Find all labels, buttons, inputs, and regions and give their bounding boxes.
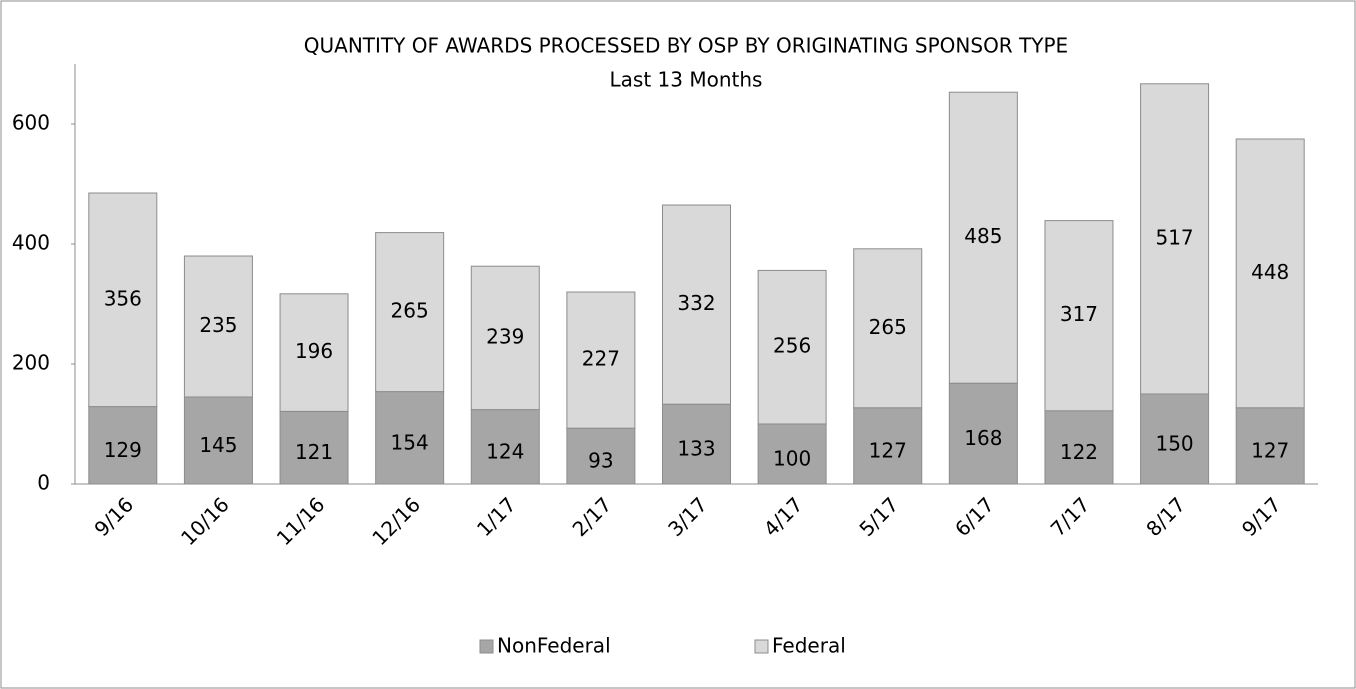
bar-segment (1235, 138, 1305, 409)
y-tick-label: 0 (37, 471, 50, 495)
data-label: 356 (104, 286, 142, 310)
bar-segment (1044, 220, 1114, 412)
data-label: 256 (773, 334, 811, 358)
bar-segment (375, 232, 445, 393)
data-label: 154 (391, 430, 429, 454)
y-tick-label: 200 (12, 351, 50, 375)
data-label: 485 (964, 224, 1002, 248)
data-label: 127 (1251, 438, 1289, 462)
chart-subtitle: Last 13 Months (610, 68, 763, 92)
bar-segment (183, 396, 253, 485)
data-label: 129 (104, 438, 142, 462)
bar-segment (279, 293, 349, 412)
data-label: 265 (391, 299, 429, 323)
data-label: 133 (677, 437, 715, 461)
bar-segment (757, 269, 827, 425)
data-label: 122 (1060, 440, 1098, 464)
data-label: 168 (964, 426, 1002, 450)
legend-swatch (479, 639, 494, 654)
bar-segment (470, 265, 540, 411)
data-label: 448 (1251, 260, 1289, 284)
data-label: 150 (1155, 432, 1193, 456)
data-label: 196 (295, 339, 333, 363)
data-label: 332 (677, 291, 715, 315)
data-label: 145 (199, 433, 237, 457)
data-label: 517 (1155, 225, 1193, 249)
data-label: 100 (773, 447, 811, 471)
data-label: 93 (588, 449, 613, 473)
data-label: 227 (582, 347, 620, 371)
bar-segment (948, 382, 1018, 485)
y-tick-label: 600 (12, 111, 50, 135)
bar-segment (566, 427, 636, 485)
bar-segment (88, 192, 158, 408)
data-label: 235 (199, 313, 237, 337)
data-label: 124 (486, 439, 524, 463)
bar-segment (375, 391, 445, 485)
data-label: 317 (1060, 302, 1098, 326)
bar-segment (948, 91, 1018, 384)
bar-segment (183, 255, 253, 398)
legend-label: NonFederal (497, 634, 611, 658)
bar-segment (1235, 407, 1305, 485)
legend-swatch (754, 639, 769, 654)
bar-segment (566, 291, 636, 429)
legend-label: Federal (772, 634, 846, 658)
bar-segment (1140, 393, 1210, 485)
bar-segment (853, 248, 923, 409)
data-label: 265 (869, 315, 907, 339)
bar-segment (1044, 410, 1114, 485)
bar-segment (1140, 83, 1210, 395)
chart-title: QUANTITY OF AWARDS PROCESSED BY OSP BY O… (304, 34, 1068, 58)
data-label: 127 (869, 438, 907, 462)
bar-segment (853, 407, 923, 485)
data-label: 239 (486, 324, 524, 348)
data-label: 121 (295, 440, 333, 464)
y-tick-label: 400 (12, 231, 50, 255)
bar-segment (662, 204, 731, 405)
